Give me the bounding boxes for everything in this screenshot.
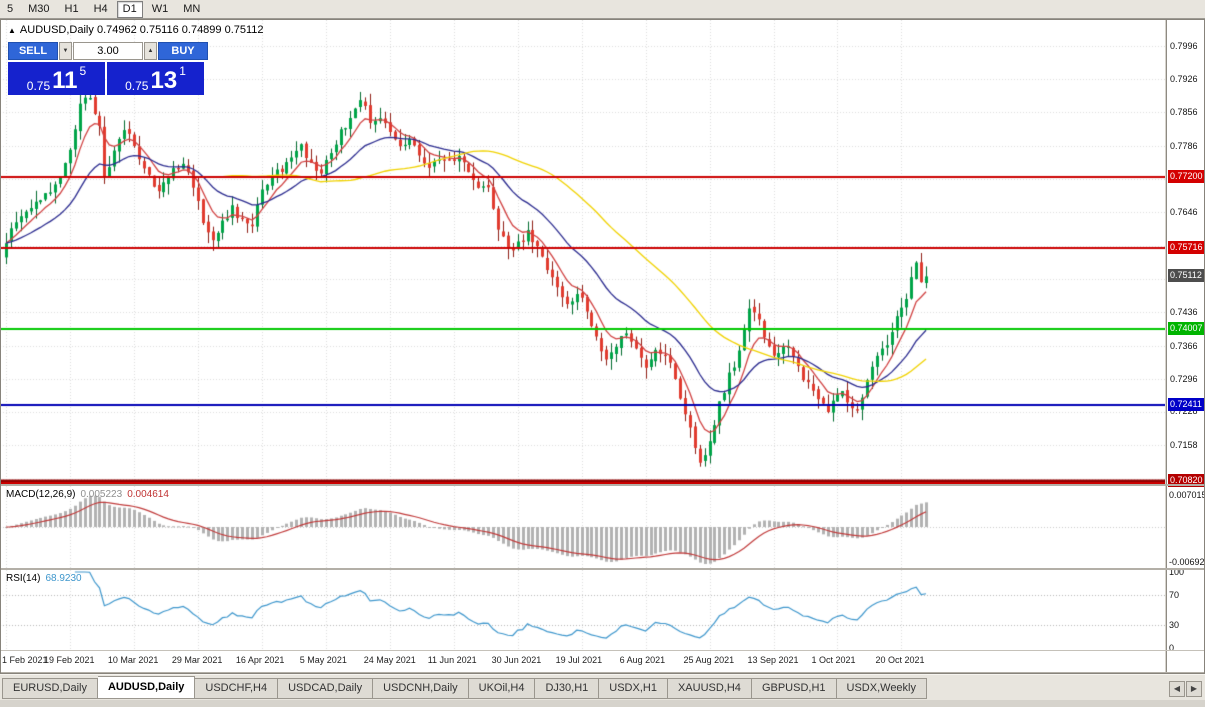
buy-price-prefix: 0.75 bbox=[125, 79, 149, 93]
buy-price-point: 1 bbox=[179, 64, 186, 78]
date-axis-label: 13 Sep 2021 bbox=[747, 655, 799, 665]
timeframe-toolbar: 5 M30 H1 H4 D1 W1 MN bbox=[0, 0, 1205, 19]
tab-USDCNH-Daily[interactable]: USDCNH,Daily bbox=[373, 678, 469, 699]
tab-USDX-Weekly[interactable]: USDX,Weekly bbox=[836, 678, 927, 699]
one-click-trading-panel: SELL ▼ ▲ BUY 0.75 11 5 0.75 13 1 bbox=[8, 42, 208, 95]
date-axis-label: 5 May 2021 bbox=[299, 655, 347, 665]
date-axis-label: 6 Aug 2021 bbox=[619, 655, 666, 665]
price-axis-tick: 0.7296 bbox=[1170, 373, 1198, 384]
price-axis-tick: 0.7926 bbox=[1170, 74, 1198, 84]
date-axis-label: 24 May 2021 bbox=[363, 655, 416, 665]
chart-title: ▲ AUDUSD,Daily 0.74962 0.75116 0.74899 0.… bbox=[8, 24, 264, 36]
macd-signal-value: 0.004614 bbox=[127, 489, 169, 500]
date-axis-label: 25 Aug 2021 bbox=[683, 655, 735, 665]
macd-main-value: 0.005223 bbox=[80, 489, 123, 500]
timeframe-button-D1[interactable]: D1 bbox=[116, 0, 143, 18]
tab-AUDUSD-Daily[interactable]: AUDUSD,Daily bbox=[97, 676, 196, 699]
panel-splitter bbox=[0, 650, 1205, 651]
date-axis-label: 10 Mar 2021 bbox=[107, 655, 159, 665]
price-level-badge: 0.75716 bbox=[1168, 240, 1205, 254]
price-level-badge: 0.72411 bbox=[1168, 397, 1204, 411]
rsi-indicator-label: RSI(14) 68.9230 bbox=[6, 573, 82, 584]
price-level-badge: 0.70820 bbox=[1168, 473, 1205, 487]
timeframe-button-5[interactable]: 5 bbox=[7, 2, 14, 15]
chart-tab-list: EURUSD,Daily AUDUSD,Daily USDCHF,H4 USDCAD,… bbox=[2, 676, 927, 699]
macd-axis-top-label: 0.007015 bbox=[1169, 490, 1205, 500]
chart-tab-bar: EURUSD,Daily AUDUSD,Daily USDCHF,H4 USDCAD,… bbox=[0, 674, 1205, 700]
buy-price-display[interactable]: 0.75 13 1 bbox=[107, 62, 204, 95]
tab-USDCHF-H4[interactable]: USDCHF,H4 bbox=[195, 678, 279, 699]
sell-price-display[interactable]: 0.75 11 5 bbox=[8, 62, 105, 95]
timeframe-button-MN[interactable]: MN bbox=[183, 2, 201, 15]
buy-button[interactable]: BUY bbox=[158, 42, 208, 60]
timeframe-button-H1[interactable]: H1 bbox=[64, 2, 79, 15]
date-axis: 1 Feb 2021 19 Feb 2021 10 Mar 2021 29 Mar 2… bbox=[0, 651, 1165, 672]
price-axis-tick: 0.7366 bbox=[1170, 340, 1198, 351]
buy-price-pips: 13 bbox=[150, 67, 178, 94]
date-axis-label: 16 Apr 2021 bbox=[235, 655, 285, 665]
date-axis-label: 1 Oct 2021 bbox=[811, 655, 856, 665]
current-price-badge: 0.75112 bbox=[1168, 269, 1204, 283]
date-axis-label: 19 Feb 2021 bbox=[43, 655, 95, 665]
price-axis: 0.007015 -0.00692 0.7996 0.7926 0.7856 0.77… bbox=[1166, 20, 1205, 672]
panel-splitter[interactable] bbox=[0, 568, 1205, 570]
rsi-axis-label: 0 bbox=[1169, 643, 1175, 653]
price-axis-tick: 0.7436 bbox=[1170, 307, 1198, 318]
tab-UKOil-H4[interactable]: UKOil,H4 bbox=[468, 678, 536, 699]
timeframe-button-M30[interactable]: M30 bbox=[28, 2, 50, 15]
tab-DJ30-H1[interactable]: DJ30,H1 bbox=[535, 678, 600, 699]
rsi-panel-canvas[interactable] bbox=[0, 570, 1165, 650]
price-axis-tick: 0.7228 bbox=[1170, 406, 1198, 417]
price-axis-tick: 0.7646 bbox=[1170, 207, 1198, 218]
tab-USDX-H1[interactable]: USDX,H1 bbox=[599, 678, 668, 699]
price-axis-tick: 0.7996 bbox=[1170, 40, 1198, 51]
tab-scroll-right-icon[interactable]: ▶ bbox=[1186, 681, 1202, 697]
rsi-axis-label: 100 bbox=[1169, 567, 1185, 577]
tab-GBPUSD-H1[interactable]: GBPUSD,H1 bbox=[751, 678, 837, 699]
volume-increase-button[interactable]: ▲ bbox=[144, 42, 157, 60]
price-chart-canvas[interactable] bbox=[0, 20, 1165, 484]
rsi-axis-label: 70 bbox=[1169, 589, 1180, 600]
date-axis-label: 29 Mar 2021 bbox=[171, 655, 223, 665]
date-axis-label: 20 Oct 2021 bbox=[875, 655, 925, 665]
panel-splitter[interactable] bbox=[0, 484, 1205, 486]
timeframe-button-W1[interactable]: W1 bbox=[151, 2, 169, 15]
price-axis-tick: 0.7158 bbox=[1170, 439, 1198, 450]
one-click-collapse-icon[interactable]: ▲ bbox=[8, 26, 16, 35]
date-axis-label: 1 Feb 2021 bbox=[2, 655, 48, 665]
date-axis-label: 30 Jun 2021 bbox=[491, 655, 542, 665]
price-level-badge: 0.74007 bbox=[1168, 322, 1205, 335]
date-axis-label: 19 Jul 2021 bbox=[555, 655, 603, 665]
rsi-axis-label: 30 bbox=[1169, 620, 1180, 631]
symbol-period-label: AUDUSD,Daily bbox=[19, 24, 94, 36]
volume-input[interactable] bbox=[73, 42, 143, 60]
tab-EURUSD-Daily[interactable]: EURUSD,Daily bbox=[2, 678, 98, 699]
macd-axis-bottom-label: -0.00692 bbox=[1169, 557, 1205, 567]
tab-scroll-left-icon[interactable]: ◀ bbox=[1169, 681, 1185, 697]
price-level-badge: 0.77200 bbox=[1168, 170, 1205, 184]
price-axis-tick: 0.7786 bbox=[1170, 140, 1198, 151]
price-axis-tick: 0.7856 bbox=[1170, 107, 1198, 118]
sell-button[interactable]: SELL bbox=[8, 42, 58, 60]
tab-USDCAD-Daily[interactable]: USDCAD,Daily bbox=[278, 678, 374, 699]
sell-price-pips: 11 bbox=[52, 67, 78, 94]
macd-name: MACD(12,26,9) bbox=[6, 489, 76, 500]
tab-XAUUSD-H4[interactable]: XAUUSD,H4 bbox=[667, 678, 752, 699]
volume-decrease-button[interactable]: ▼ bbox=[59, 42, 72, 60]
date-axis-label: 11 Jun 2021 bbox=[427, 655, 477, 665]
macd-indicator-label: MACD(12,26,9) 0.005223 0.004614 bbox=[6, 489, 169, 500]
sell-price-prefix: 0.75 bbox=[26, 79, 51, 93]
timeframe-button-H4[interactable]: H4 bbox=[93, 2, 108, 15]
ohlc-values: 0.74962 0.75116 0.74899 0.75112 bbox=[96, 24, 264, 36]
rsi-name: RSI(14) bbox=[6, 573, 41, 584]
sell-price-point: 5 bbox=[79, 64, 87, 78]
rsi-value: 68.9230 bbox=[45, 573, 82, 584]
status-strip bbox=[0, 700, 1205, 707]
macd-panel-canvas[interactable] bbox=[0, 486, 1165, 568]
tab-scroll-controls: ◀ ▶ bbox=[1169, 681, 1202, 697]
